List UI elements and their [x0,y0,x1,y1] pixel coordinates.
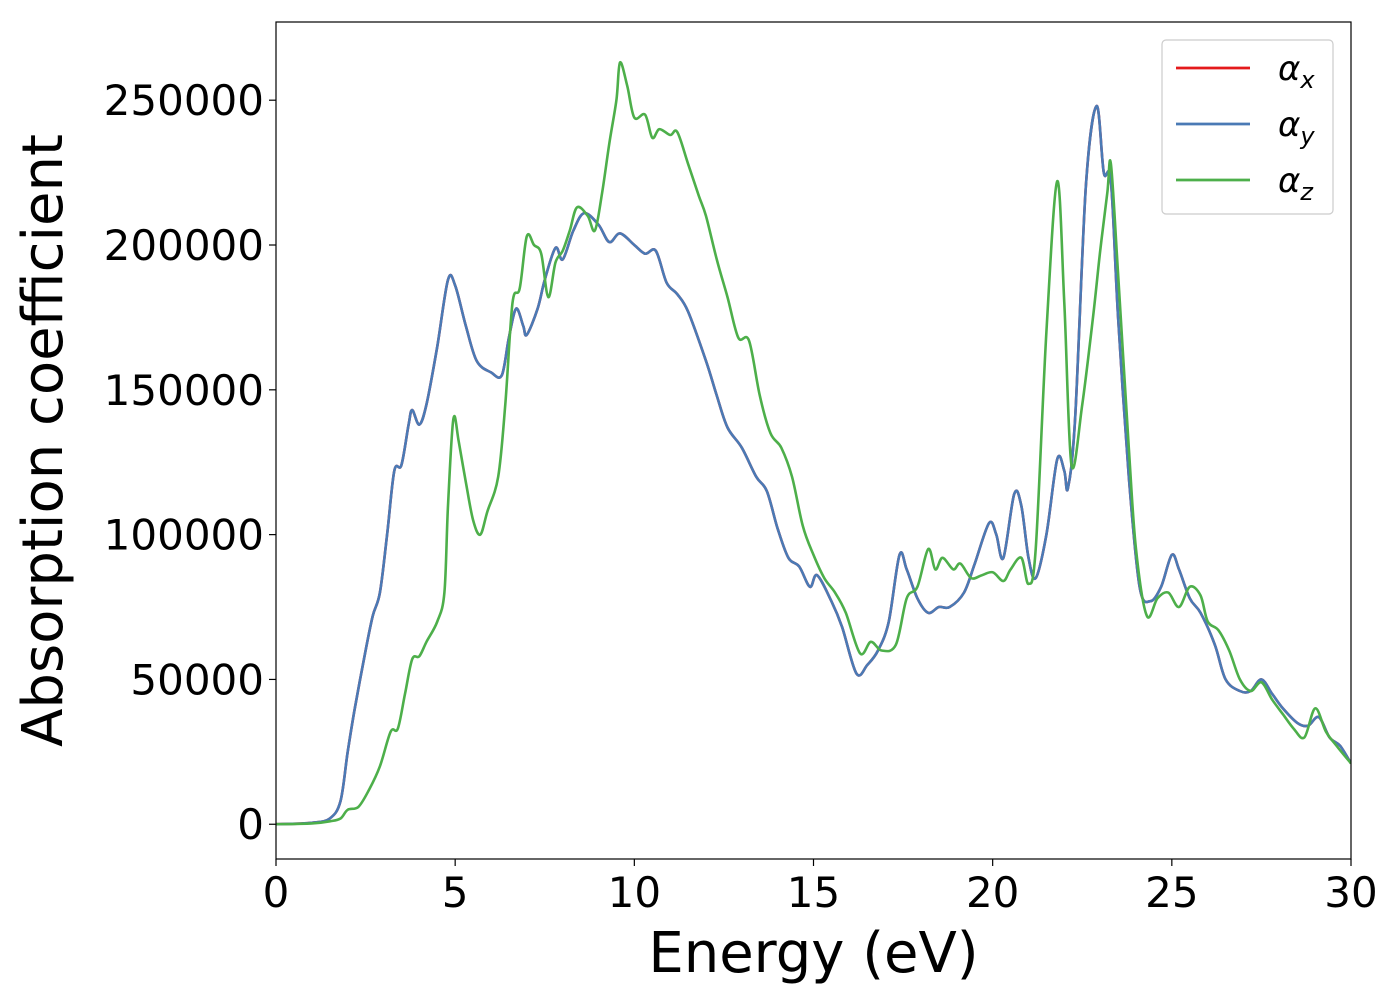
x-tick-label: 0 [263,868,290,917]
series-line-y [276,104,1351,826]
x-tick-label: 10 [608,868,661,917]
x-tick-label: 25 [1145,868,1198,917]
legend-subscript: z [1299,178,1314,206]
x-tick-label: 5 [442,868,469,917]
series-line-z [276,61,1351,826]
x-tick-label: 30 [1324,868,1377,917]
legend-subscript: y [1299,122,1315,150]
x-axis-label: Energy (eV) [648,921,978,986]
legend-symbol: α [1278,49,1300,89]
x-tick-label: 15 [787,868,840,917]
y-tick-label: 100000 [104,511,264,560]
legend-subscript: x [1299,66,1315,94]
ticks-layer: 0 5 10 15 20 25 30 0 50000 100000 150000 200000 2500… [104,76,1378,917]
legend-label-z: αz [1278,161,1314,206]
legend-symbol: α [1278,161,1300,201]
series-layer [276,61,1351,826]
x-tick-label: 20 [966,868,1019,917]
legend-label-x: αx [1278,49,1315,94]
legend-label-y: αy [1278,105,1315,150]
legend-symbol: α [1278,105,1300,145]
y-tick-label: 250000 [104,76,264,125]
y-tick-label: 50000 [130,655,264,704]
y-axis-label: Absorption coefficient [11,134,76,747]
legend-box [1161,39,1334,215]
y-tick-label: 150000 [104,366,264,415]
y-tick-label: 200000 [104,221,264,270]
y-tick-label: 0 [237,800,264,849]
